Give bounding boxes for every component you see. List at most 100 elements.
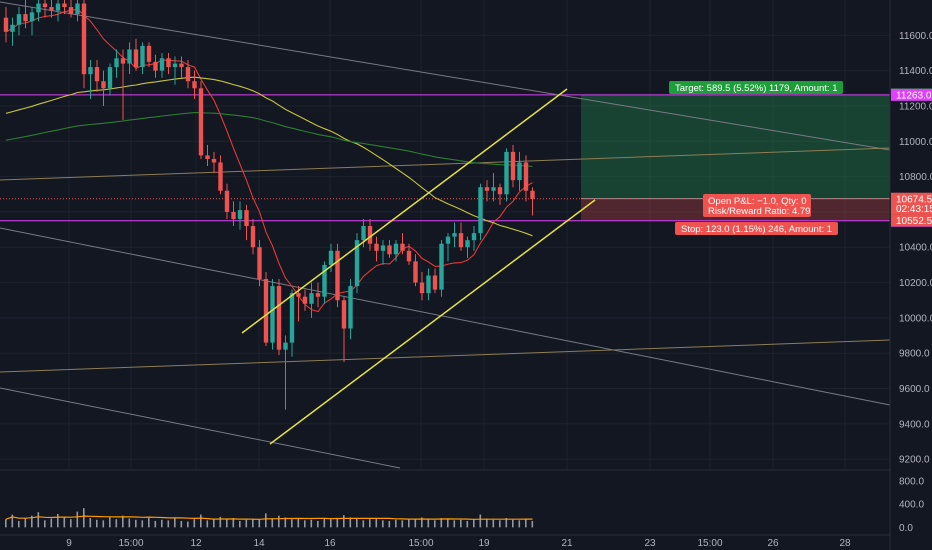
candle[interactable] — [400, 233, 405, 255]
candle[interactable] — [257, 240, 262, 287]
candle[interactable] — [192, 70, 197, 99]
candle[interactable] — [244, 204, 249, 241]
candle[interactable] — [114, 49, 119, 78]
candle[interactable] — [159, 52, 165, 78]
candle[interactable] — [42, 0, 48, 18]
candle[interactable] — [211, 151, 217, 174]
candle[interactable] — [179, 56, 184, 78]
candle[interactable] — [218, 155, 223, 195]
candle[interactable] — [16, 7, 22, 36]
candle[interactable] — [10, 17, 15, 46]
candle[interactable] — [393, 240, 399, 262]
candle[interactable] — [491, 173, 496, 202]
candle[interactable] — [36, 0, 41, 22]
candle[interactable] — [140, 42, 145, 75]
candle[interactable] — [374, 236, 379, 262]
candle[interactable] — [198, 81, 204, 159]
channel-upper-line[interactable] — [241, 88, 568, 334]
candle[interactable] — [185, 60, 191, 89]
candle[interactable] — [530, 187, 535, 216]
candle[interactable] — [315, 282, 321, 308]
candle[interactable] — [49, 0, 54, 18]
candle[interactable] — [166, 52, 171, 75]
candle[interactable] — [231, 201, 236, 227]
candle[interactable] — [146, 42, 152, 68]
candle[interactable] — [406, 243, 412, 265]
candle[interactable] — [426, 268, 431, 301]
candle[interactable] — [302, 289, 308, 311]
channel-lower-line[interactable] — [269, 199, 596, 445]
candle[interactable] — [432, 268, 438, 294]
pnl-label[interactable]: Open P&L: −1.0, Qty: 0 Risk/Reward Ratio… — [703, 194, 811, 217]
candle[interactable] — [523, 155, 529, 202]
candle[interactable] — [348, 279, 353, 340]
candle[interactable] — [439, 240, 444, 297]
candle[interactable] — [484, 180, 490, 202]
candle[interactable] — [3, 7, 9, 43]
candle[interactable] — [380, 240, 386, 265]
candle[interactable] — [133, 38, 139, 71]
candle[interactable] — [452, 222, 457, 248]
candle[interactable] — [289, 289, 295, 357]
candle[interactable] — [283, 335, 288, 410]
candle[interactable] — [224, 183, 230, 219]
candle[interactable] — [465, 236, 470, 258]
target-label[interactable]: Target: 589.5 (5.52%) 1179, Amount: 1 — [669, 81, 843, 94]
candle[interactable] — [23, 0, 28, 29]
support-trendline-lower[interactable] — [0, 387, 401, 469]
candle[interactable] — [88, 60, 93, 99]
candle[interactable] — [205, 144, 210, 167]
candle[interactable] — [276, 279, 282, 355]
candle[interactable] — [510, 144, 516, 188]
candle[interactable] — [413, 254, 418, 287]
candle[interactable] — [341, 296, 347, 363]
candle[interactable] — [478, 183, 483, 241]
candle[interactable] — [263, 271, 269, 347]
candle[interactable] — [55, 0, 61, 22]
candle-body — [510, 151, 516, 181]
candle[interactable] — [101, 70, 106, 106]
stop-label[interactable]: Stop: 123.0 (1.15%) 246, Amount: 1 — [675, 222, 838, 235]
candle[interactable] — [62, 0, 67, 15]
support-trendline-upper[interactable] — [0, 227, 891, 406]
time-axis[interactable]: 9 15:00 12 14 16 15:00 19 21 23 15:00 26 28 — [66, 538, 851, 549]
candle[interactable] — [458, 222, 464, 251]
candle[interactable] — [68, 0, 74, 18]
candle[interactable] — [517, 151, 522, 191]
candle[interactable] — [107, 63, 113, 96]
candle[interactable] — [296, 286, 301, 322]
candle[interactable] — [354, 233, 360, 294]
candle[interactable] — [120, 49, 126, 121]
volume-axis[interactable]: 0.0 400.0 800.0 — [899, 476, 924, 534]
candle[interactable] — [367, 218, 373, 251]
candle[interactable] — [172, 56, 178, 85]
candle[interactable] — [335, 243, 340, 308]
candle[interactable] — [497, 183, 503, 205]
candle[interactable] — [270, 279, 275, 350]
trend-channel[interactable] — [241, 88, 596, 445]
candle[interactable] — [29, 7, 35, 36]
candle[interactable] — [250, 218, 256, 255]
candle[interactable] — [445, 233, 451, 262]
candle[interactable] — [237, 201, 243, 230]
resistance-trendline[interactable] — [0, 1, 891, 151]
horizontal-trendline-upper[interactable] — [0, 147, 891, 181]
candle[interactable] — [419, 271, 425, 301]
candle[interactable] — [322, 261, 327, 304]
price-tag-bg — [891, 192, 932, 205]
horizontal-trendline-lower[interactable] — [0, 339, 891, 373]
candle[interactable] — [127, 42, 132, 75]
candle[interactable] — [81, 0, 87, 89]
candle[interactable] — [94, 60, 100, 92]
candle[interactable] — [504, 148, 509, 202]
candle[interactable] — [75, 0, 80, 22]
candlestick-series[interactable] — [3, 0, 535, 410]
candle[interactable] — [153, 54, 158, 78]
candle[interactable] — [309, 282, 314, 318]
candle[interactable] — [471, 226, 477, 251]
candle[interactable] — [328, 243, 334, 272]
volume-bar — [421, 517, 423, 528]
candle[interactable] — [387, 240, 392, 258]
